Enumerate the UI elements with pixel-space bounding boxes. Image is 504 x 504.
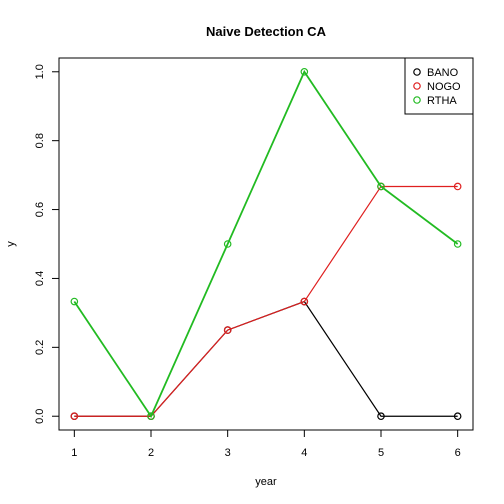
legend-label: RTHA <box>427 95 457 107</box>
x-tick-label: 5 <box>378 447 384 459</box>
y-axis-label: y <box>5 241 17 247</box>
point <box>453 182 462 191</box>
y-tick-label: 0.2 <box>34 340 46 355</box>
x-tick-label: 2 <box>148 447 154 459</box>
point <box>377 412 385 421</box>
x-axis-label: year <box>255 476 277 488</box>
legend-box <box>404 57 474 115</box>
x-tick-label: 6 <box>455 447 461 459</box>
y-tick-label: 0.0 <box>34 409 46 424</box>
y-tick-label: 0.4 <box>34 271 46 286</box>
chart-title: Naive Detection CA <box>206 24 327 39</box>
y-tick-label: 1.0 <box>34 64 46 79</box>
x-tick-label: 3 <box>225 447 231 459</box>
legend-label: BANO <box>427 67 459 79</box>
series-line <box>74 300 458 417</box>
legend-symbol <box>413 68 421 76</box>
series-line <box>73 69 459 419</box>
point <box>377 182 385 191</box>
point <box>300 67 309 76</box>
point <box>223 240 232 248</box>
point <box>147 412 155 421</box>
series-line <box>74 185 458 417</box>
point <box>70 297 79 306</box>
x-tick-label: 4 <box>301 447 307 459</box>
legend-symbol <box>413 82 421 90</box>
plot-box <box>58 57 474 431</box>
point <box>453 412 462 421</box>
legend-label: NOGO <box>427 81 461 93</box>
x-tick-label: 1 <box>71 447 77 459</box>
point <box>223 326 232 334</box>
y-tick-label: 0.8 <box>34 133 46 148</box>
point <box>300 297 309 306</box>
point <box>70 412 79 421</box>
legend-symbol <box>413 96 421 104</box>
y-tick-label: 0.6 <box>34 202 46 217</box>
point <box>453 240 462 248</box>
